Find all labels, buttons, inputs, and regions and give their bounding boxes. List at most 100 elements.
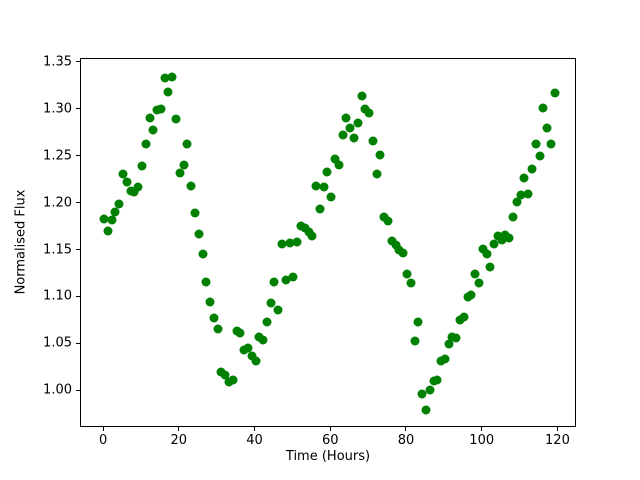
x-tick-label: 60: [321, 433, 339, 448]
data-point: [167, 72, 177, 82]
data-point: [519, 173, 529, 183]
data-point: [235, 328, 245, 338]
y-tick-mark: [76, 108, 80, 110]
data-point: [198, 249, 208, 259]
y-tick-mark: [76, 202, 80, 204]
data-point: [281, 275, 291, 285]
data-point: [213, 324, 223, 334]
x-tick-mark: [329, 427, 331, 431]
x-tick-mark: [556, 427, 558, 431]
data-point: [391, 240, 401, 250]
y-tick-label: 1.10: [43, 288, 72, 304]
data-point: [99, 214, 109, 224]
data-point: [319, 182, 329, 192]
data-point: [288, 272, 298, 282]
y-tick-mark: [76, 61, 80, 63]
data-point: [341, 113, 351, 123]
data-point: [478, 244, 488, 254]
data-point: [451, 333, 461, 343]
data-point: [482, 249, 491, 259]
data-point: [538, 103, 548, 113]
data-point: [141, 139, 151, 148]
y-tick-label: 1.15: [43, 242, 72, 258]
data-point: [349, 133, 359, 143]
x-tick-label: 120: [545, 433, 570, 448]
data-point: [228, 375, 238, 385]
data-point: [417, 389, 427, 399]
data-point: [315, 204, 325, 214]
x-axis-label: Time (Hours): [285, 449, 371, 464]
data-point: [364, 108, 374, 118]
data-point: [398, 248, 408, 258]
y-tick-label: 1.25: [43, 148, 72, 164]
data-point: [375, 150, 385, 160]
data-point: [137, 161, 147, 171]
data-point: [334, 160, 344, 170]
data-point: [504, 233, 514, 243]
x-tick-label: 80: [397, 433, 415, 448]
data-point: [171, 114, 181, 124]
data-point: [175, 168, 185, 178]
data-point: [145, 113, 155, 123]
data-point: [402, 269, 412, 279]
y-tick-label: 1.20: [43, 195, 72, 211]
x-tick-mark: [178, 427, 180, 431]
x-tick-label: 100: [469, 433, 495, 448]
data-point: [311, 181, 321, 191]
data-point: [110, 207, 120, 217]
data-point: [190, 208, 200, 218]
y-tick-mark: [76, 342, 80, 344]
data-point: [474, 278, 484, 288]
y-tick-label: 1.05: [43, 335, 72, 351]
x-tick-mark: [481, 427, 483, 431]
x-tick-label: 20: [170, 433, 188, 448]
data-point: [220, 370, 230, 380]
data-point: [383, 216, 393, 226]
data-point: [523, 189, 533, 199]
y-tick-mark: [76, 389, 80, 391]
data-point: [372, 169, 382, 179]
data-point: [194, 229, 204, 239]
data-point: [535, 151, 545, 161]
data-point: [345, 123, 355, 133]
data-point: [258, 335, 268, 345]
y-axis-label: Normalised Flux: [13, 189, 29, 295]
data-point: [542, 123, 552, 133]
data-point: [266, 298, 276, 308]
y-tick-label: 1.35: [43, 54, 72, 70]
data-point: [118, 169, 128, 179]
data-point: [326, 192, 336, 202]
data-point: [546, 139, 556, 148]
data-point: [353, 118, 363, 128]
x-tick-mark: [254, 427, 256, 431]
data-point: [182, 139, 192, 148]
data-point: [129, 187, 139, 197]
data-point: [466, 290, 476, 300]
data-point: [243, 343, 253, 353]
data-point: [459, 312, 469, 322]
x-tick-mark: [405, 427, 407, 431]
data-point: [368, 136, 378, 146]
y-tick-label: 1.00: [43, 382, 72, 398]
x-tick-label: 40: [246, 433, 263, 448]
data-point: [122, 177, 132, 187]
data-point: [379, 212, 389, 222]
y-tick-mark: [76, 295, 80, 297]
data-point: [114, 199, 124, 209]
data-point: [148, 125, 158, 135]
y-tick-mark: [76, 249, 80, 251]
data-point: [251, 356, 261, 366]
data-point: [357, 91, 367, 101]
data-point: [201, 277, 211, 287]
data-point: [160, 73, 170, 83]
data-point: [277, 239, 287, 249]
x-tick-label: 0: [98, 433, 108, 448]
data-point: [133, 182, 143, 192]
data-point: [489, 239, 499, 249]
data-point: [440, 354, 450, 364]
data-point: [493, 231, 503, 241]
y-tick-label: 1.30: [43, 101, 72, 117]
data-point: [247, 351, 257, 361]
data-point: [285, 238, 295, 248]
data-point: [527, 164, 537, 174]
